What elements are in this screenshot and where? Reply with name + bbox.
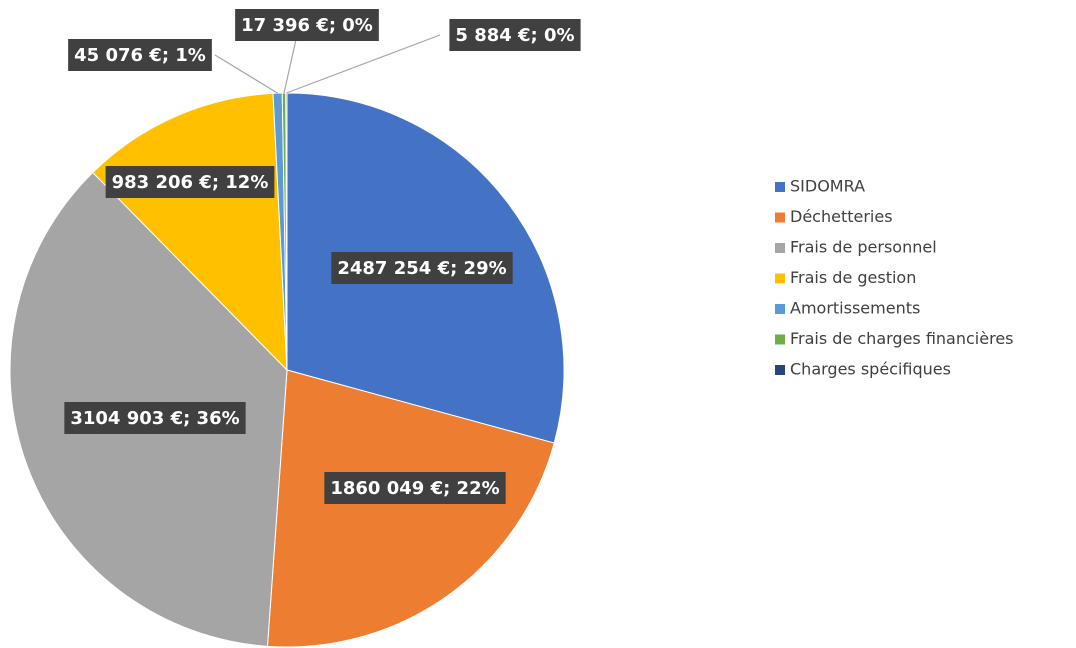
leader-line [214, 54, 278, 94]
legend-swatch [775, 304, 785, 314]
legend-label: Frais de charges financières [790, 329, 1014, 348]
legend-label: SIDOMRA [790, 177, 865, 196]
data-label: 45 076 €; 1% [74, 45, 206, 66]
legend-label: Frais de gestion [790, 268, 916, 287]
data-label: 983 206 €; 12% [112, 172, 269, 193]
data-label-box [331, 252, 513, 284]
data-label-box [235, 9, 379, 41]
legend-swatch [775, 273, 785, 284]
legend-swatch [775, 243, 785, 253]
data-label-box [324, 472, 506, 504]
data-label-box [105, 166, 275, 198]
legend-swatch [775, 334, 785, 345]
pie-slice [266, 369, 555, 648]
legend-swatch [775, 182, 785, 192]
legend-label: Charges spécifiques [790, 360, 951, 379]
legend-swatch [775, 365, 785, 375]
legend-swatch [775, 212, 785, 223]
pie-slice [92, 92, 288, 372]
data-label-box [64, 402, 246, 434]
data-label-box [68, 39, 212, 71]
data-label-box [449, 19, 581, 51]
legend-label: Frais de personnel [790, 238, 937, 257]
data-label: 1860 049 €; 22% [330, 478, 499, 499]
legend-label: Déchetteries [790, 207, 893, 226]
data-label: 5 884 €; 0% [455, 25, 574, 46]
legend-label: Amortissements [790, 299, 920, 318]
data-label: 3104 903 €; 36% [70, 408, 239, 429]
data-label: 2487 254 €; 29% [337, 258, 506, 279]
leader-line [286, 34, 441, 94]
leader-line [283, 34, 298, 94]
data-label: 17 396 €; 0% [241, 15, 373, 36]
